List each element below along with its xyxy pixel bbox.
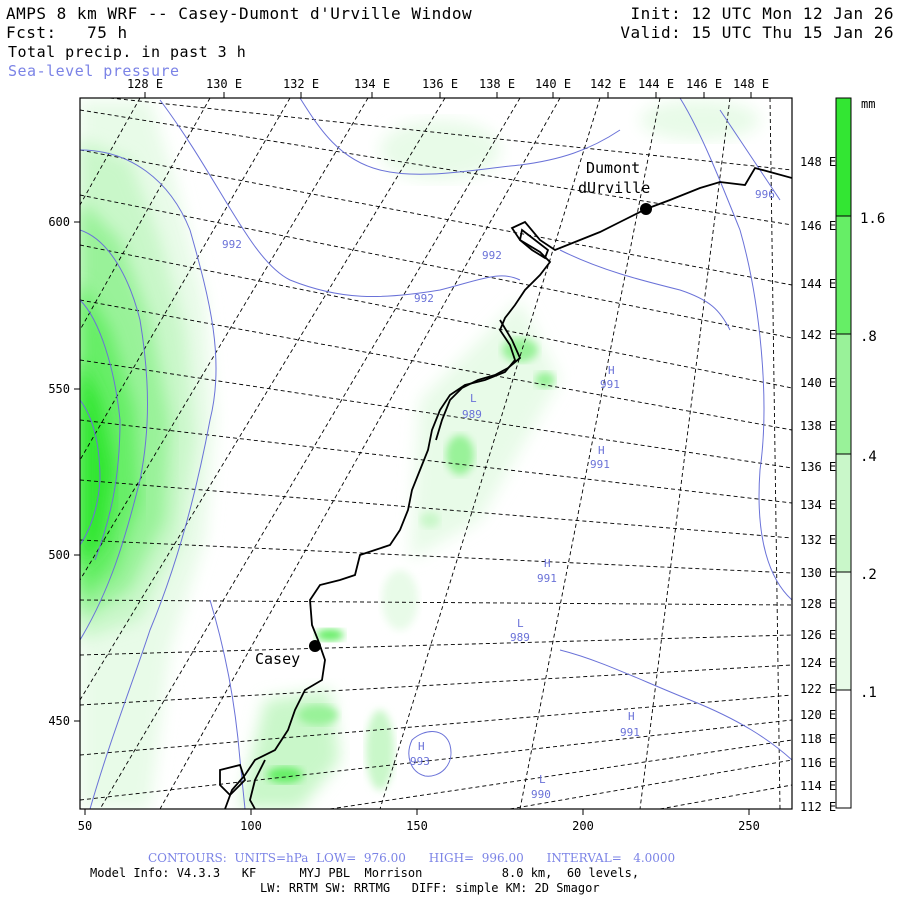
top-lon-label: 144 E <box>638 77 674 91</box>
contour-label: 991 <box>590 458 610 471</box>
precip-shading <box>80 98 792 809</box>
bottom-grid-label: 200 <box>572 819 594 833</box>
top-lon-label: 146 E <box>686 77 722 91</box>
init-time: Init: 12 UTC Mon 12 Jan 26 <box>630 4 894 23</box>
contour-label: 992 <box>482 249 502 262</box>
colorbar-label: .2 <box>860 567 877 583</box>
right-lon-label: 128 E <box>800 597 836 611</box>
dumont-durville-marker <box>640 203 652 215</box>
top-lon-label: 132 E <box>283 77 319 91</box>
physics-info: LW: RRTM SW: RRTMG DIFF: simple KM: 2D S… <box>260 881 600 895</box>
right-lon-label: 134 E <box>800 498 836 512</box>
forecast-hour: Fcst: 75 h <box>6 23 128 42</box>
right-lon-label: 124 E <box>800 656 836 670</box>
left-grid-label: 600 <box>48 215 70 229</box>
left-grid-label: 550 <box>48 382 70 396</box>
right-lon-label: 118 E <box>800 732 836 746</box>
map-title: AMPS 8 km WRF -- Casey-Dumont d'Urville … <box>6 4 473 23</box>
top-lon-label: 138 E <box>479 77 515 91</box>
right-lon-label: 126 E <box>800 628 836 642</box>
colorbar-label: .4 <box>860 449 877 465</box>
colorbar-swatch <box>836 98 851 216</box>
right-lon-axis: 148 E 146 E 144 E 142 E 140 E 138 E 136 … <box>800 155 836 814</box>
contour-label: 991 <box>537 572 557 585</box>
colorbar-swatch <box>836 216 851 334</box>
bottom-grid-axis: 50 100 150 200 250 <box>78 809 760 833</box>
casey-marker <box>309 640 321 652</box>
bottom-grid-label: 150 <box>406 819 428 833</box>
colorbar: mm 1.6 .8 .4 .2 .1 <box>835 97 885 809</box>
contour-label: 996 <box>755 188 775 201</box>
right-lon-label: 114 E <box>800 779 836 793</box>
overlay-name: Sea-level pressure <box>8 62 180 80</box>
right-lon-label: 144 E <box>800 277 836 291</box>
contour-label: 990 <box>531 788 551 801</box>
contours-info: CONTOURS: UNITS=hPa LOW= 976.00 HIGH= 99… <box>148 851 676 865</box>
contour-label: H <box>628 710 635 723</box>
right-lon-label: 116 E <box>800 756 836 770</box>
right-lon-label: 120 E <box>800 708 836 722</box>
contour-label: 989 <box>462 408 482 421</box>
right-lon-label: 130 E <box>800 566 836 580</box>
contour-label: H <box>418 740 425 753</box>
right-lon-label: 148 E <box>800 155 836 169</box>
colorbar-label: .8 <box>860 329 877 345</box>
top-lon-label: 148 E <box>733 77 769 91</box>
contour-label: H <box>598 444 605 457</box>
top-lon-axis: 128 E 130 E 132 E 134 E 136 E 138 E 140 … <box>127 77 769 98</box>
contour-label: H <box>608 364 615 377</box>
model-info: Model Info: V4.3.3 KF MYJ PBL Morrison 8… <box>90 866 640 880</box>
contour-label: H <box>544 557 551 570</box>
right-lon-label: 146 E <box>800 219 836 233</box>
pressure-contours <box>80 98 792 809</box>
bottom-grid-label: 50 <box>78 819 92 833</box>
casey-label: Casey <box>255 650 300 668</box>
contour-label: 992 <box>222 238 242 251</box>
contour-label: 993 <box>410 755 430 768</box>
contour-label: L <box>470 392 477 405</box>
dumont-label-line2: dUrville <box>578 179 650 197</box>
right-lon-label: 132 E <box>800 533 836 547</box>
left-grid-axis: 600 550 500 450 <box>48 215 80 728</box>
map-frame <box>79 97 793 810</box>
top-lon-label: 136 E <box>422 77 458 91</box>
colorbar-swatch <box>836 454 851 572</box>
field-name: Total precip. in past 3 h <box>8 43 247 61</box>
colorbar-label: 1.6 <box>860 211 885 227</box>
top-lon-label: 128 E <box>127 77 163 91</box>
contour-label: L <box>517 617 524 630</box>
contour-label: L <box>539 773 546 786</box>
graticule <box>80 98 792 809</box>
right-lon-label: 138 E <box>800 419 836 433</box>
contour-label: 992 <box>414 292 434 305</box>
top-lon-label: 142 E <box>590 77 626 91</box>
colorbar-swatch <box>836 334 851 454</box>
right-lon-label: 136 E <box>800 460 836 474</box>
contour-label: 989 <box>510 631 530 644</box>
top-lon-label: 130 E <box>206 77 242 91</box>
colorbar-label: .1 <box>860 685 877 701</box>
colorbar-unit: mm <box>861 97 875 111</box>
right-lon-label: 142 E <box>800 328 836 342</box>
coastline <box>219 166 792 809</box>
left-grid-label: 450 <box>48 714 70 728</box>
dumont-label-line1: Dumont <box>586 159 640 177</box>
valid-time: Valid: 15 UTC Thu 15 Jan 26 <box>620 23 894 42</box>
left-grid-label: 500 <box>48 548 70 562</box>
top-lon-label: 140 E <box>535 77 571 91</box>
colorbar-swatch <box>836 572 851 690</box>
right-lon-label: 112 E <box>800 800 836 814</box>
bottom-grid-label: 250 <box>738 819 760 833</box>
colorbar-swatch <box>836 690 851 808</box>
contour-label-group: 992 992 992 996 H 991 H 991 L 989 H 991 … <box>222 188 775 801</box>
bottom-grid-label: 100 <box>240 819 262 833</box>
contour-label: 991 <box>600 378 620 391</box>
right-lon-label: 122 E <box>800 682 836 696</box>
contour-label: 991 <box>620 726 640 739</box>
right-lon-label: 140 E <box>800 376 836 390</box>
top-lon-label: 134 E <box>354 77 390 91</box>
